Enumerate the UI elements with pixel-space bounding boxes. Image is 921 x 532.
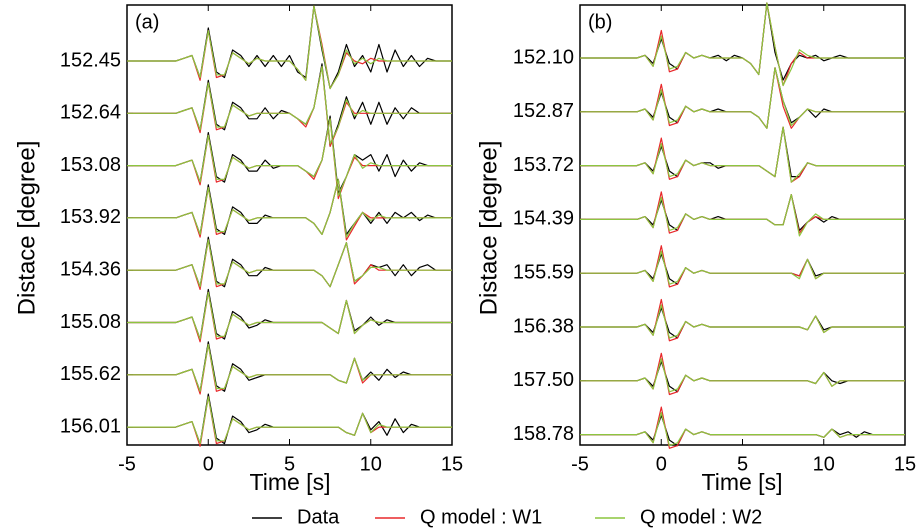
- waveform: [127, 118, 452, 200]
- waveform: [127, 291, 452, 340]
- waveform: [127, 5, 452, 90]
- waveform: [580, 352, 905, 396]
- waveform: [580, 304, 905, 339]
- waveform: [580, 245, 905, 288]
- waveform: [580, 358, 905, 393]
- trace-label: 153.92: [60, 206, 121, 228]
- x-tick-label: 15: [441, 453, 463, 475]
- waveform: [127, 288, 452, 340]
- waveform: [580, 2, 905, 87]
- waveform: [127, 341, 452, 392]
- waveform: [127, 396, 452, 447]
- trace-label: 154.36: [60, 258, 121, 280]
- waveform: [580, 2, 905, 87]
- trace-label: 157.50: [513, 369, 574, 391]
- waveform: [127, 63, 452, 147]
- x-tick-label: -5: [571, 453, 589, 475]
- waveform: [127, 5, 452, 90]
- waveform: [127, 118, 452, 197]
- trace-label: 155.08: [60, 311, 121, 333]
- trace-label: 156.01: [60, 415, 121, 437]
- x-tick-label: 0: [656, 453, 667, 475]
- trace-label: 152.87: [513, 100, 574, 122]
- waveform: [580, 307, 905, 339]
- waveform: [127, 65, 452, 145]
- x-axis-label: Time [s]: [250, 469, 331, 495]
- legend-label: Data: [297, 506, 340, 528]
- waveform: [580, 67, 905, 129]
- trace-label: 152.10: [513, 46, 574, 68]
- waveform: [580, 67, 905, 129]
- trace-label: 154.39: [513, 208, 574, 230]
- trace-label: 155.59: [513, 261, 574, 283]
- waveform: [127, 239, 452, 288]
- y-axis-label: Distace [degree]: [13, 141, 40, 316]
- panel-label: (b): [588, 11, 612, 33]
- x-tick-label: 10: [360, 453, 382, 475]
- x-tick-label: 5: [737, 453, 748, 475]
- waveform: [127, 291, 452, 343]
- trace-label: 152.45: [60, 49, 121, 71]
- y-axis-label: Distace [degree]: [475, 141, 502, 316]
- waveform: [580, 250, 905, 285]
- waveform: [580, 253, 905, 285]
- trace-label: 158.78: [513, 423, 574, 445]
- waveform: [580, 298, 905, 342]
- plot-frame: [579, 4, 906, 446]
- waveform: [580, 194, 905, 237]
- x-tick-label: 5: [284, 453, 295, 475]
- trace-label: 153.72: [513, 154, 574, 176]
- waveform: [580, 412, 905, 447]
- x-tick-label: 0: [203, 453, 214, 475]
- waveform: [127, 5, 452, 90]
- trace-label: 156.38: [513, 315, 574, 337]
- waveform: [127, 236, 452, 288]
- waveform: [127, 343, 452, 392]
- waveform: [580, 194, 905, 231]
- waveform: [127, 178, 452, 241]
- waveform: [580, 67, 905, 129]
- x-axis-label: Time [s]: [702, 469, 783, 495]
- waveform: [580, 2, 905, 81]
- plot-frame: [126, 4, 453, 446]
- waveform: [127, 178, 452, 235]
- trace-label: 153.08: [60, 154, 121, 176]
- waveform: [127, 115, 452, 194]
- waveform: [127, 65, 452, 147]
- waveform: [580, 126, 905, 178]
- trace-label: 152.64: [60, 102, 121, 124]
- x-tick-label: 10: [813, 453, 835, 475]
- x-tick-label: 15: [894, 453, 916, 475]
- waveform: [580, 191, 905, 234]
- legend-label: Q model : W1: [420, 506, 542, 528]
- waveform: [580, 126, 905, 183]
- legend-label: Q model : W2: [640, 506, 762, 528]
- panel-label: (a): [135, 11, 159, 33]
- waveform: [127, 178, 452, 238]
- waveform: [580, 126, 905, 183]
- waveform: [127, 396, 452, 445]
- waveform: [580, 360, 905, 393]
- waveform: [127, 393, 452, 445]
- trace-label: 155.62: [60, 363, 121, 385]
- waveform: [127, 343, 452, 395]
- x-tick-label: -5: [118, 453, 136, 475]
